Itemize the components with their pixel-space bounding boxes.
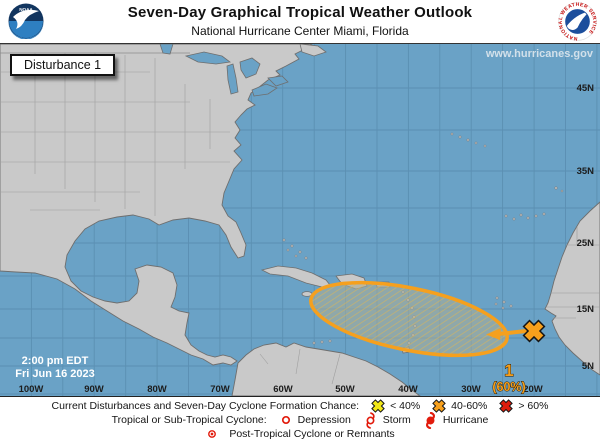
svg-text:5N: 5N [582, 361, 594, 372]
atlantic-islands [450, 132, 564, 310]
cyclone-type-label: Tropical or Sub-Tropical Cyclone: [111, 414, 267, 426]
legend: Current Disturbances and Seven-Day Cyclo… [0, 397, 600, 443]
south-america-borders [259, 348, 341, 385]
depression-label: Depression [297, 414, 351, 426]
north-america-landmass [0, 44, 313, 366]
disturbance-area[interactable] [305, 269, 513, 370]
great-lakes [159, 44, 289, 97]
south-america-landmass [231, 342, 421, 396]
watermark-url: www.hurricanes.gov [485, 48, 593, 60]
svg-text:30W: 30W [461, 384, 481, 395]
latitude-labels: 45N 35N 25N 15N 5N [577, 83, 595, 372]
x-orange-icon [432, 399, 446, 413]
legend-row-formation: Current Disturbances and Seven-Day Cyclo… [0, 399, 600, 413]
svg-text:20W: 20W [523, 384, 543, 395]
formation-chance-label: Current Disturbances and Seven-Day Cyclo… [51, 400, 360, 412]
chance-high-label: > 60% [518, 400, 549, 412]
issuance-timestamp: 2:00 pm EDT Fri Jun 16 2023 [10, 355, 100, 381]
svg-text:50W: 50W [335, 384, 355, 395]
timestamp-date: Fri Jun 16 2023 [15, 368, 95, 380]
disturbance-probability-label: 1 (60%) [492, 361, 526, 395]
svg-text:60W: 60W [273, 384, 293, 395]
disturbance-tag[interactable]: Disturbance 1 [10, 54, 116, 76]
svg-text:40W: 40W [398, 384, 418, 395]
legend-row-cyclone: Tropical or Sub-Tropical Cyclone: Depres… [0, 411, 600, 429]
legend-row-post-tropical: Post-Tropical Cyclone or Remnants [0, 427, 600, 441]
hurricane-icon [423, 411, 438, 429]
storm-icon [363, 411, 378, 429]
africa-borders [547, 227, 600, 319]
svg-text:15N: 15N [577, 304, 595, 315]
svg-text:45N: 45N [577, 83, 595, 94]
hurricane-label: Hurricane [442, 414, 489, 426]
disturbance-x-marker[interactable] [519, 316, 549, 346]
header: NOAA Seven-Day Graphical Tropical Weathe… [0, 0, 600, 43]
longitude-labels: 100W 90W 80W 70W 60W 50W 40W 30W 20W [19, 384, 543, 395]
x-yellow-icon [371, 399, 385, 413]
post-tropical-icon [205, 427, 219, 441]
svg-text:35N: 35N [577, 166, 595, 177]
outlook-map: 100W 90W 80W 70W 60W 50W 40W 30W 20W 45N… [0, 43, 600, 397]
chance-mid-label: 40-60% [451, 400, 488, 412]
noaa-logo-icon: NOAA [8, 3, 44, 44]
newfoundland-island [299, 44, 327, 57]
chance-low-label: < 40% [390, 400, 421, 412]
timestamp-time: 2:00 pm EDT [21, 355, 89, 367]
storm-label: Storm [382, 414, 411, 426]
svg-text:70W: 70W [210, 384, 230, 395]
svg-text:100W: 100W [19, 384, 44, 395]
page-title: Seven-Day Graphical Tropical Weather Out… [127, 4, 473, 21]
atlantic-basin-map: 100W 90W 80W 70W 60W 50W 40W 30W 20W 45N… [0, 44, 600, 396]
noaa-logo-text: NOAA [19, 7, 33, 12]
svg-text:25N: 25N [577, 238, 595, 249]
page-subtitle: National Hurricane Center Miami, Florida [191, 24, 409, 38]
svg-text:1: 1 [504, 361, 513, 380]
svg-text:(60%): (60%) [492, 380, 525, 394]
depression-icon [279, 413, 293, 427]
nws-logo-icon: NATIONAL WEATHER SERVICE [558, 2, 597, 46]
disturbance-arrow [486, 328, 528, 340]
svg-text:80W: 80W [147, 384, 167, 395]
post-tropical-label: Post-Tropical Cyclone or Remnants [229, 428, 395, 440]
x-red-icon [499, 399, 514, 413]
svg-text:90W: 90W [84, 384, 104, 395]
